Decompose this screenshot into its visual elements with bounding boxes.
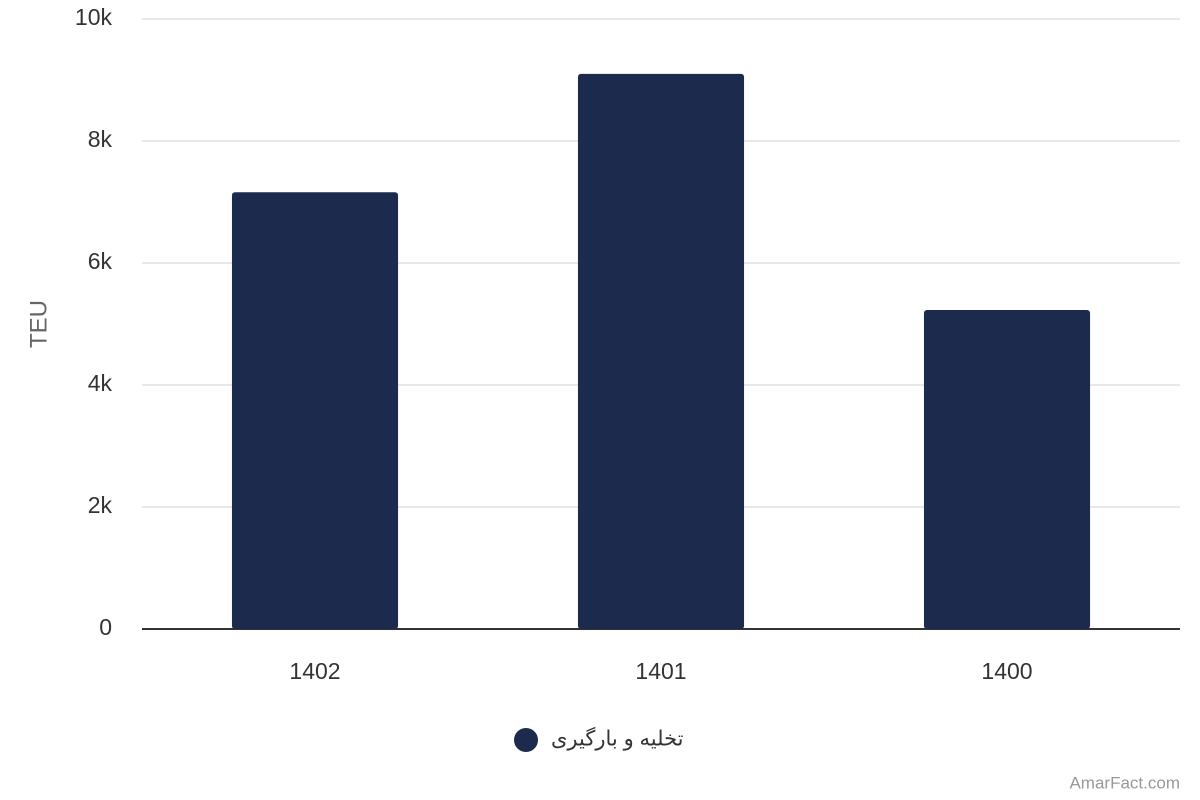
legend-swatch: [514, 728, 538, 752]
y-tick-label: 8k: [88, 126, 113, 152]
y-tick-label: 2k: [88, 492, 113, 518]
y-tick-label: 6k: [88, 248, 113, 274]
y-tick-label: 4k: [88, 370, 113, 396]
x-tick-label: 1402: [289, 658, 340, 684]
y-tick-label: 0: [99, 614, 112, 640]
bar: [923, 309, 1091, 629]
y-axis-label: TEU: [25, 300, 52, 348]
bar: [231, 192, 399, 630]
legend-label: تخلیه و بارگیری: [551, 727, 684, 752]
credit: AmarFact.com: [1069, 773, 1180, 792]
x-tick-label: 1401: [635, 658, 686, 684]
bar: [577, 73, 745, 629]
y-tick-label: 10k: [75, 4, 113, 30]
x-tick-label: 1400: [981, 658, 1032, 684]
